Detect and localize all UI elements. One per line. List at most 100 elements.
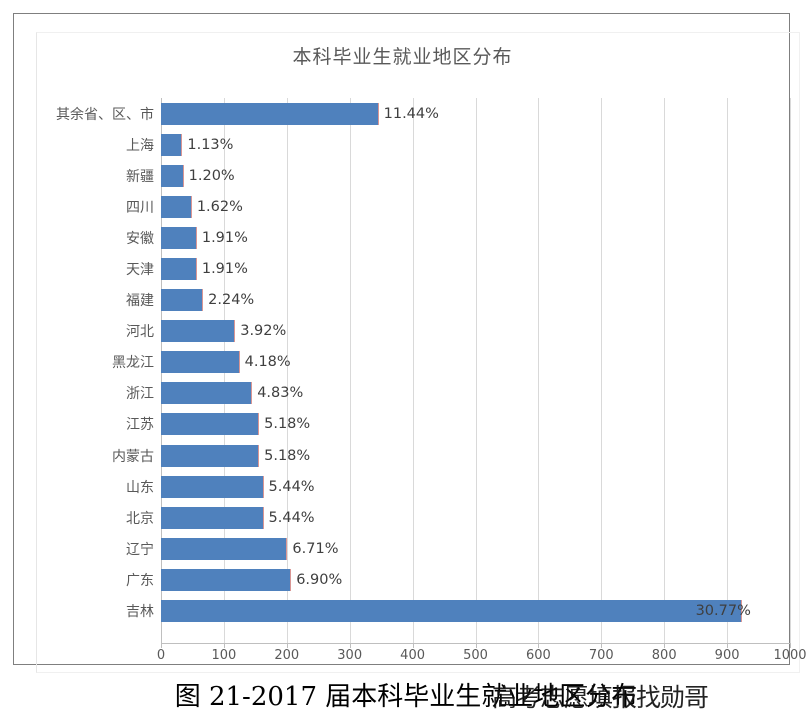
bar-row[interactable]: 福建 2.24% [14,285,791,316]
bar[interactable] [161,164,184,187]
bar-wrapper: 5.18% [161,409,310,440]
bar[interactable] [161,600,742,623]
category-label: 四川 [126,199,154,216]
bar-row[interactable]: 浙江 4.83% [14,378,791,409]
watermark-text: 高考志愿填报找勋哥 [492,683,709,712]
bar-value-label: 5.18% [264,447,311,464]
category-label: 浙江 [126,386,154,403]
bar[interactable] [161,382,253,405]
bar-row[interactable]: 山东 5.44% [14,471,791,502]
x-tick-label-400: 400 [400,648,426,663]
bar-row[interactable]: 黑龙江 4.18% [14,347,791,378]
category-label: 安徽 [126,230,154,247]
category-label: 北京 [126,510,154,527]
bar[interactable] [161,133,183,156]
bar[interactable] [161,351,240,374]
category-label: 吉林 [126,604,154,621]
bar[interactable] [161,320,236,343]
bar-value-label: 30.77% [695,603,751,620]
x-tick-400 [412,643,414,648]
bar-wrapper: 6.90% [161,564,342,595]
category-label: 黑龙江 [112,355,154,372]
category-label: 山东 [126,479,154,496]
x-tick-1000 [790,643,791,648]
bar-value-label: 4.83% [257,385,304,402]
x-tick-200 [286,643,288,648]
category-label: 其余省、区、市 [56,106,154,123]
bar[interactable] [161,258,197,281]
bar-wrapper: 11.44% [161,98,439,129]
x-tick-label-300: 300 [337,648,363,663]
bar-wrapper: 1.62% [161,191,243,222]
category-label: 上海 [126,137,154,154]
category-label: 新疆 [126,168,154,185]
bar-row[interactable]: 广东 6.90% [14,564,791,595]
x-tick-900 [727,643,729,648]
x-tick-label-700: 700 [588,648,614,663]
bar-row[interactable]: 四川 1.62% [14,191,791,222]
bar-value-label: 1.13% [187,136,234,153]
bar-wrapper: 3.92% [161,316,286,347]
bar-wrapper: 4.83% [161,378,303,409]
bar-wrapper: 5.18% [161,440,310,471]
bar[interactable] [161,506,264,529]
category-label: 辽宁 [126,541,154,558]
x-tick-300 [349,643,351,648]
bar-row[interactable]: 天津 1.91% [14,253,791,284]
x-tick-label-900: 900 [714,648,740,663]
bar[interactable] [161,289,204,312]
bar-value-label: 2.24% [208,292,255,309]
bar[interactable] [161,568,292,591]
bar-value-label: 5.18% [264,416,311,433]
bar[interactable] [161,475,264,498]
bar-value-label: 1.62% [196,198,243,215]
bar-row[interactable]: 其余省、区、市 11.44% [14,98,791,129]
x-tick-800 [664,643,666,648]
bar[interactable] [161,195,192,218]
bar-row[interactable]: 吉林 30.77% [14,596,791,627]
bar[interactable] [161,102,379,125]
x-tick-0 [161,643,162,648]
bar[interactable] [161,413,260,436]
category-label: 河北 [126,324,154,341]
bar-wrapper: 2.24% [161,285,254,316]
bar-value-label: 6.90% [296,571,343,588]
bar-row[interactable]: 河北 3.92% [14,316,791,347]
bar-row[interactable]: 上海 1.13% [14,129,791,160]
bar-wrapper: 1.20% [161,160,235,191]
bar-row[interactable]: 新疆 1.20% [14,160,791,191]
x-tick-500 [475,643,477,648]
bar-row[interactable]: 江苏 5.18% [14,409,791,440]
bar[interactable] [161,444,260,467]
bar-wrapper: 5.44% [161,471,315,502]
bar-value-label: 1.91% [201,261,248,278]
bar-row[interactable]: 内蒙古 5.18% [14,440,791,471]
category-label: 天津 [126,262,154,279]
x-tick-label-500: 500 [463,648,488,663]
bar-row[interactable]: 安徽 1.91% [14,222,791,253]
plot-area: 其余省、区、市 11.44% 上海 1.13% 新疆 1.20% 四川 1.62% 安徽 1.91… [14,98,791,643]
bar-value-label: 3.92% [240,323,287,340]
x-tick-label-600: 600 [525,648,551,663]
x-tick-label-200: 200 [274,648,300,663]
chart-title: 本科毕业生就业地区分布 [292,46,513,68]
bar-value-label: 4.18% [244,354,291,371]
bar-wrapper: 1.91% [161,222,248,253]
bar-wrapper: 5.44% [161,502,315,533]
category-label: 广东 [126,572,154,589]
bar-value-label: 5.44% [268,509,315,526]
bar-wrapper: 4.18% [161,347,291,378]
bar[interactable] [161,537,288,560]
x-tick-label-100: 100 [211,648,237,663]
chart-container: 本科毕业生就业地区分布 其余省、区、市 11.44% 上海 1.13% 新疆 1.20% 四… [13,13,807,673]
bar[interactable] [161,226,197,249]
bar-row[interactable]: 北京 5.44% [14,502,791,533]
x-tick-600 [538,643,540,648]
category-label: 内蒙古 [112,448,154,465]
bar-wrapper: 1.91% [161,253,248,284]
bar-row[interactable]: 辽宁 6.71% [14,533,791,564]
x-tick-100 [223,643,225,648]
x-tick-label-800: 800 [651,648,677,663]
bar-value-label: 1.20% [188,167,235,184]
bar-wrapper: 1.13% [161,129,233,160]
